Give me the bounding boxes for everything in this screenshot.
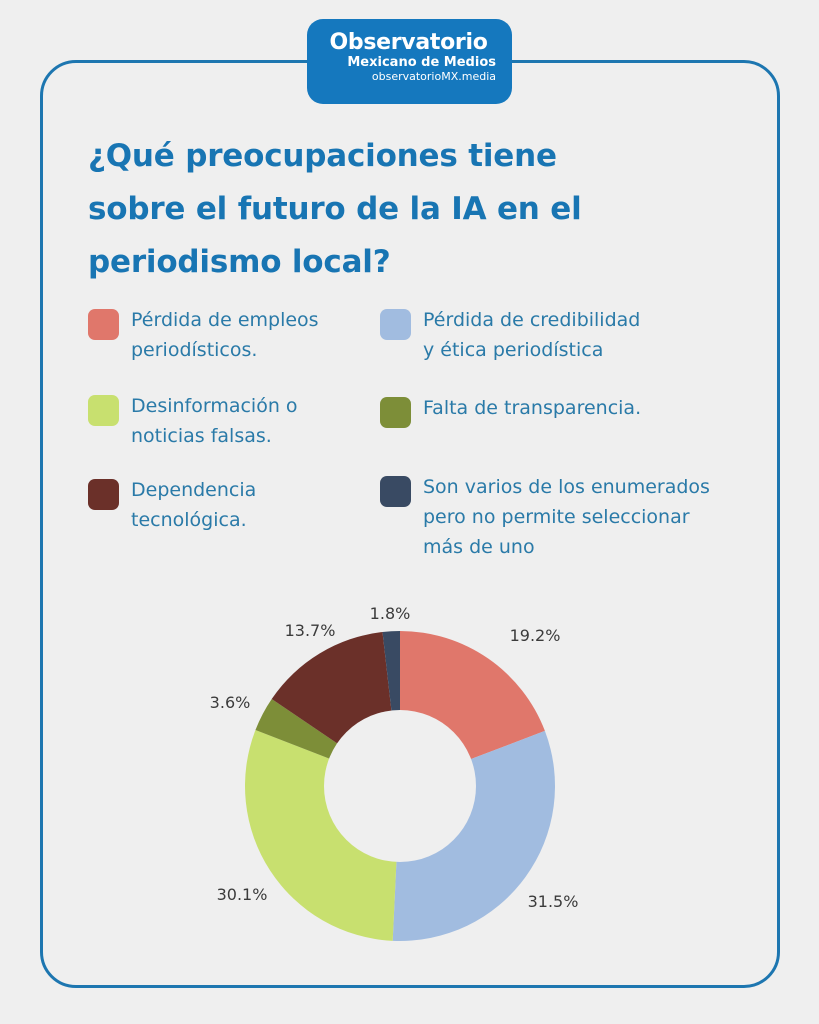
legend-label-line: Pérdida de credibilidad bbox=[423, 309, 641, 331]
slice-label: 13.7% bbox=[285, 621, 336, 640]
slice-label: 31.5% bbox=[528, 892, 579, 911]
chart-title: ¿Qué preocupaciones tiene sobre el futur… bbox=[88, 130, 688, 289]
legend-label-line: Son varios de los enumerados bbox=[423, 476, 710, 498]
legend-label: Pérdida de empleos periodísticos. bbox=[131, 305, 319, 365]
logo-title: Observatorio bbox=[329, 30, 488, 55]
slice-label: 19.2% bbox=[510, 626, 561, 645]
logo-badge: Observatorio Mexicano de Medios observat… bbox=[307, 19, 512, 104]
legend-item-desinformacion: Desinformación o noticias falsas. bbox=[88, 395, 298, 451]
legend-swatch bbox=[88, 479, 119, 510]
legend-label-line: noticias falsas. bbox=[131, 425, 272, 447]
legend-swatch bbox=[380, 476, 411, 507]
legend-label: Pérdida de credibilidad y ética periodís… bbox=[423, 305, 640, 365]
legend-label-line: Dependencia bbox=[131, 479, 257, 501]
donut-hole bbox=[324, 710, 476, 862]
legend-item-credibilidad: Pérdida de credibilidad y ética periodís… bbox=[380, 309, 640, 365]
legend-label: Falta de transparencia. bbox=[423, 393, 641, 423]
legend-label-line: más de uno bbox=[423, 536, 535, 558]
legend-label-line: Falta de transparencia. bbox=[423, 397, 642, 419]
logo-subtitle: Mexicano de Medios bbox=[347, 55, 496, 70]
legend-item-transparencia: Falta de transparencia. bbox=[380, 397, 641, 428]
legend-label-line: tecnológica. bbox=[131, 509, 247, 531]
title-line-2: sobre el futuro de la IA en el bbox=[88, 191, 582, 227]
legend-label: Dependencia tecnológica. bbox=[131, 475, 256, 535]
legend-swatch bbox=[380, 309, 411, 340]
slice-label: 3.6% bbox=[210, 693, 251, 712]
legend-item-empleos: Pérdida de empleos periodísticos. bbox=[88, 309, 319, 365]
slice-label: 30.1% bbox=[217, 885, 268, 904]
legend-label: Desinformación o noticias falsas. bbox=[131, 391, 298, 451]
legend-label: Son varios de los enumerados pero no per… bbox=[423, 472, 710, 562]
legend-label-line: Desinformación o bbox=[131, 395, 298, 417]
legend-item-dependencia: Dependencia tecnológica. bbox=[88, 479, 256, 535]
legend-swatch bbox=[88, 395, 119, 426]
legend-swatch bbox=[88, 309, 119, 340]
legend-item-varios: Son varios de los enumerados pero no per… bbox=[380, 476, 710, 562]
slice-label: 1.8% bbox=[370, 604, 411, 623]
legend-label-line: periodísticos. bbox=[131, 339, 258, 361]
title-line-1: ¿Qué preocupaciones tiene bbox=[88, 138, 557, 174]
title-line-3: periodismo local? bbox=[88, 244, 391, 280]
legend-label-line: pero no permite seleccionar bbox=[423, 506, 690, 528]
legend-swatch bbox=[380, 397, 411, 428]
legend-label-line: Pérdida de empleos bbox=[131, 309, 319, 331]
logo-url: observatorioMX.media bbox=[371, 70, 496, 83]
legend-label-line: y ética periodística bbox=[423, 339, 604, 361]
